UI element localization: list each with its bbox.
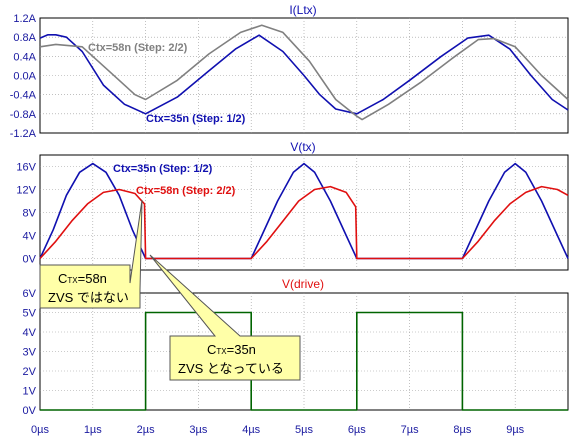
- x-tick-label: 9µs: [506, 424, 524, 436]
- y-tick-label: 4V: [23, 231, 37, 243]
- trace-label: Ctx=58n (Step: 2/2): [136, 185, 236, 197]
- trace-label: Ctx=35n (Step: 1/2): [113, 163, 213, 175]
- y-tick-label: 0V: [23, 405, 37, 417]
- x-tick-label: 3µs: [189, 424, 207, 436]
- callout-ctx58-title: CTX=58n: [58, 271, 107, 286]
- x-tick-label: 1µs: [84, 424, 102, 436]
- y-tick-label: 0V: [23, 254, 37, 266]
- panel-title-vtx: V(tx): [290, 140, 315, 154]
- y-tick-label: 1V: [23, 386, 37, 398]
- x-tick-label: 5µs: [295, 424, 313, 436]
- panel-title-iltx: I(Ltx): [289, 3, 316, 17]
- x-tick-label: 6µs: [348, 424, 366, 436]
- series-line-green: [40, 311, 568, 411]
- x-tick-label: 0µs: [31, 424, 49, 436]
- y-tick-label: 0.0A: [13, 71, 36, 83]
- x-tick-label: 7µs: [401, 424, 419, 436]
- y-tick-label: -1.2A: [10, 128, 37, 140]
- x-tick-label: 4µs: [242, 424, 260, 436]
- series-line-blue: [39, 162, 569, 260]
- y-tick-label: 16V: [16, 162, 36, 174]
- y-tick-label: 0.8A: [13, 32, 36, 44]
- y-tick-label: 2V: [23, 366, 37, 378]
- y-tick-label: 12V: [16, 185, 36, 197]
- callout-ctx35-note: ZVS となっている: [178, 361, 284, 376]
- y-tick-label: 4V: [23, 327, 37, 339]
- callout-ctx35-title: CTX=35n: [207, 342, 256, 357]
- trace-label: Ctx=35n (Step: 1/2): [146, 113, 246, 125]
- callout-ctx58-note: ZVS ではない: [48, 290, 129, 305]
- y-tick-label: 5V: [23, 308, 37, 320]
- callout-ctx58-shape: [39, 199, 143, 309]
- x-tick-label: 2µs: [137, 424, 155, 436]
- callout-ctx35: CTX=35n ZVS となっている: [149, 254, 301, 381]
- series-line-red: [39, 185, 569, 260]
- callout-ctx58: CTX=58n ZVS ではない: [39, 199, 143, 309]
- panel-title-vdrive: V(drive): [282, 277, 324, 291]
- y-tick-label: 0.4A: [13, 51, 36, 63]
- y-tick-label: 6V: [23, 288, 37, 300]
- series-line-blue: [39, 34, 569, 115]
- y-tick-label: 1.2A: [13, 13, 36, 25]
- x-tick-label: 8µs: [453, 424, 471, 436]
- series-line-gray: [39, 24, 569, 121]
- y-tick-label: 8V: [23, 208, 37, 220]
- y-tick-label: -0.8A: [10, 109, 37, 121]
- y-tick-label: 3V: [23, 347, 37, 359]
- callout-ctx35-shape: [149, 254, 301, 381]
- y-tick-label: -0.4A: [10, 90, 37, 102]
- trace-label: Ctx=58n (Step: 2/2): [88, 42, 188, 54]
